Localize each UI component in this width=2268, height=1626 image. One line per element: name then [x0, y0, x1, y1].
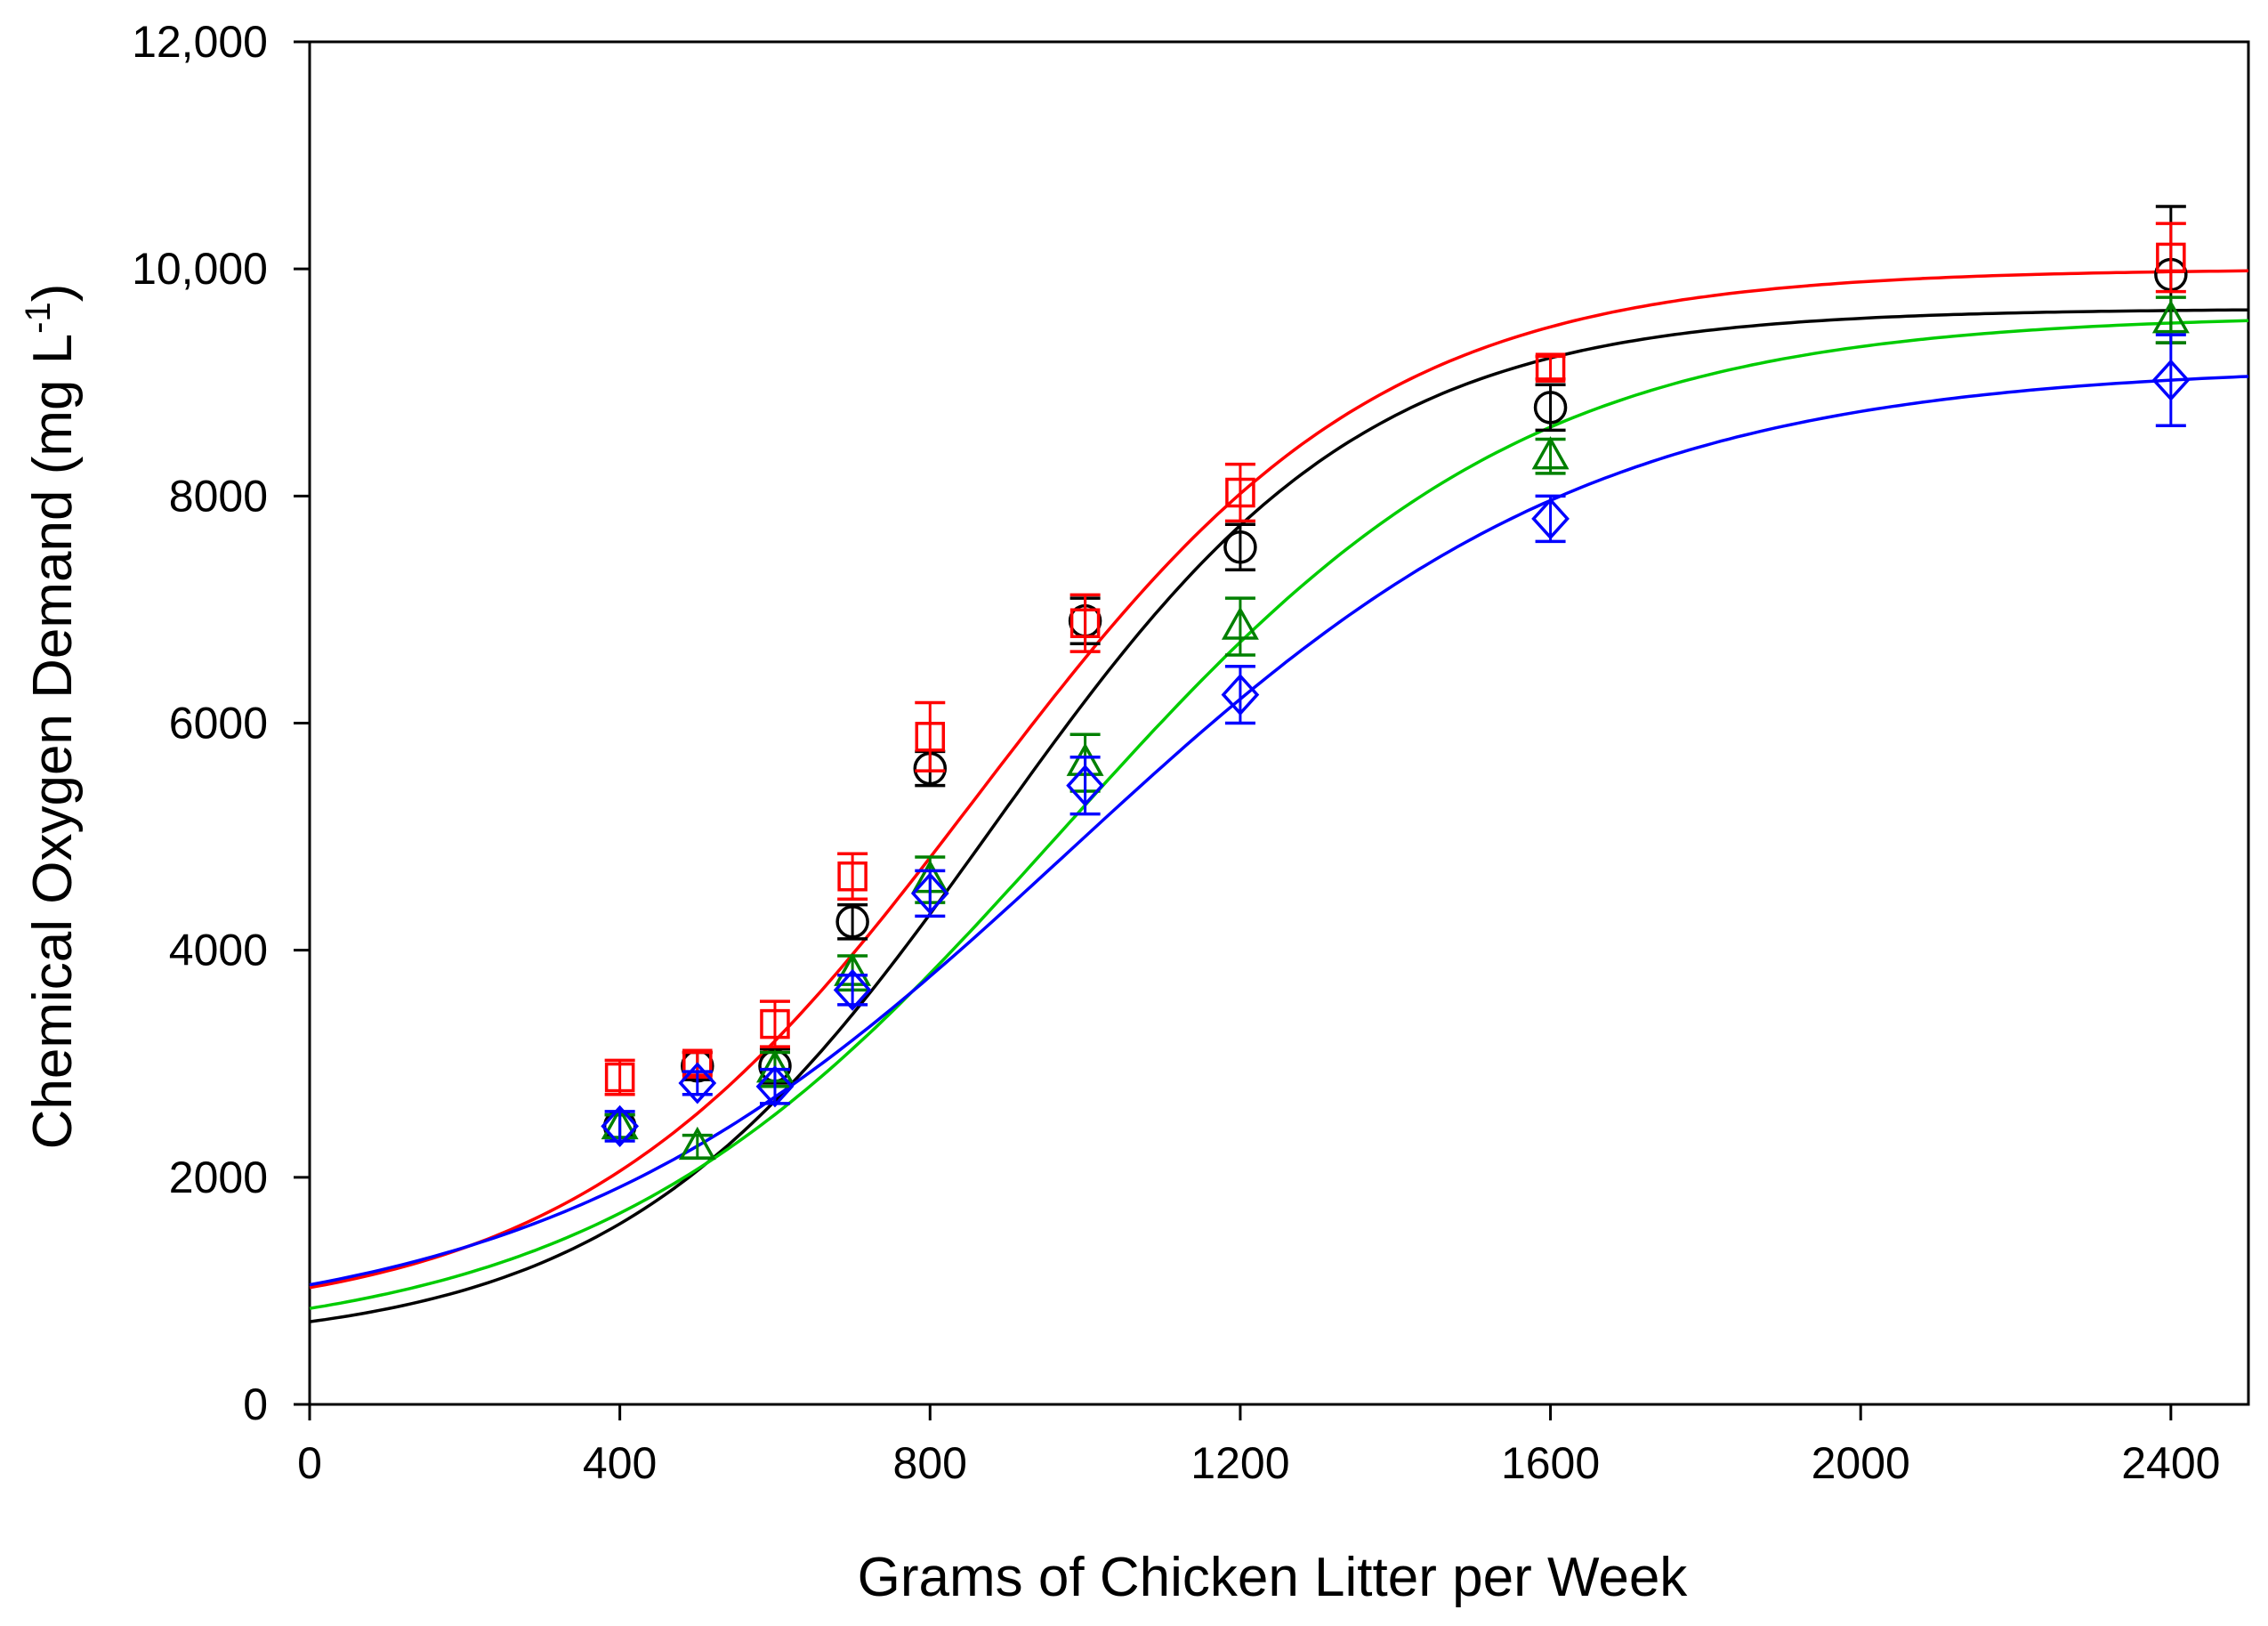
data-point-blue [678, 1062, 717, 1104]
marker-square [1225, 477, 1255, 508]
marker-square [760, 1008, 790, 1040]
data-point-blue [833, 968, 872, 1011]
series-red [604, 222, 2186, 1096]
series-black [602, 205, 2188, 1144]
data-point-blue [910, 869, 949, 918]
x-tick-label: 800 [893, 1438, 967, 1488]
data-point-black [1223, 522, 1257, 572]
plot-area [308, 40, 2250, 1406]
y-tick-label: 4000 [169, 926, 268, 975]
series-blue [601, 333, 2191, 1148]
x-tick-label: 1600 [1501, 1438, 1600, 1488]
data-point-green [1531, 436, 1570, 475]
x-axis-title: Grams of Chicken Litter per Week [858, 1547, 1689, 1608]
marker-diamond [601, 1104, 639, 1148]
data-point-red [604, 1058, 635, 1096]
fit-curve-red [309, 269, 2249, 1290]
data-point-blue [2151, 333, 2191, 427]
marker-diamond [1066, 764, 1104, 807]
y-axis-title-close: ) [22, 284, 84, 303]
data-point-red [1224, 462, 1255, 523]
y-tick-label: 6000 [169, 699, 268, 748]
marker-diamond [2151, 359, 2191, 401]
marker-square [1535, 352, 1566, 383]
marker-triangle [678, 1126, 716, 1161]
data-point-blue [1066, 756, 1104, 816]
y-tick-label: 12,000 [132, 17, 268, 67]
data-point-red [915, 700, 946, 773]
marker-circle [835, 905, 869, 939]
x-tick-label: 2000 [1812, 1438, 1910, 1488]
y-tick-label: 8000 [169, 471, 268, 521]
y-tick-label: 0 [243, 1379, 268, 1429]
marker-diamond [1531, 498, 1570, 540]
marker-diamond [833, 968, 872, 1011]
fit-curves [309, 269, 2249, 1323]
marker-diamond [755, 1065, 795, 1108]
marker-diamond [910, 872, 949, 915]
data-point-red [1535, 352, 1566, 383]
fit-curve-green [309, 319, 2249, 1310]
data-points [601, 205, 2191, 1161]
data-point-green [678, 1126, 716, 1161]
marker-square [1069, 608, 1101, 638]
fit-curve-black [309, 308, 2248, 1323]
data-point-black [835, 902, 869, 941]
marker-square [915, 722, 946, 752]
y-tick-label: 10,000 [132, 244, 268, 294]
data-point-red [759, 999, 790, 1048]
marker-square [2156, 242, 2186, 273]
marker-square [604, 1062, 635, 1093]
marker-square [837, 861, 868, 892]
marker-triangle [1531, 436, 1570, 470]
marker-circle [1533, 391, 1568, 425]
axis-ticks: 0 400 800 1200 1600 2000 2400 0 2000 4000 6000 8000… [132, 17, 2220, 1488]
marker-triangle [2151, 300, 2190, 334]
data-point-blue [755, 1065, 795, 1108]
y-axis-title: Chemical Oxygen Demand (mg L-1) [19, 284, 84, 1150]
y-axis-title-main: Chemical Oxygen Demand (mg L [22, 334, 84, 1150]
marker-diamond [1221, 673, 1260, 716]
data-point-blue [1221, 664, 1260, 725]
fit-curve-blue [309, 375, 2249, 1287]
x-tick-label: 400 [583, 1438, 657, 1488]
data-point-red [2155, 222, 2186, 294]
marker-triangle [1221, 606, 1259, 640]
data-point-red [1069, 593, 1101, 653]
y-axis-title-superscript: -1 [19, 302, 58, 334]
x-tick-label: 0 [297, 1438, 322, 1488]
data-point-red [837, 852, 868, 902]
x-tick-label: 1200 [1190, 1438, 1289, 1488]
marker-circle [1223, 530, 1257, 564]
data-point-green [1221, 596, 1259, 657]
data-point-blue [1531, 494, 1570, 544]
data-point-black [1533, 383, 1568, 433]
marker-diamond [678, 1062, 717, 1104]
x-tick-label: 2400 [2121, 1438, 2220, 1488]
plot-frame [308, 40, 2250, 1406]
y-tick-label: 2000 [169, 1153, 268, 1202]
data-point-blue [601, 1104, 639, 1148]
